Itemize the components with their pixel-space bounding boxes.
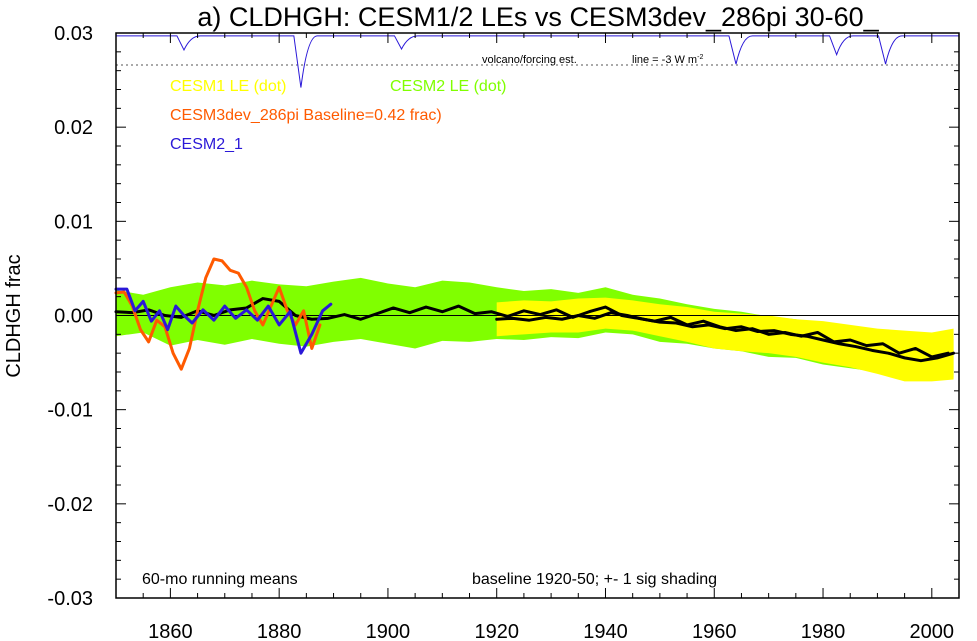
x-tick-label: 1900 (366, 621, 411, 641)
legend-entry-cesm2-1: CESM2_1 (170, 136, 243, 153)
y-tick-label: 0.02 (54, 117, 93, 139)
y-axis-label: CLDHGH frac (3, 254, 25, 377)
x-tick-label: 1940 (583, 621, 628, 641)
x-tick-label: 2000 (910, 621, 955, 641)
y-tick-label: -0.03 (47, 588, 93, 610)
x-tick-label: 1980 (801, 621, 846, 641)
y-tick-label: 0.03 (54, 23, 93, 45)
x-tick-label: 1880 (257, 621, 302, 641)
series-line-cesm1-le-mean (495, 311, 956, 363)
legend-entry-cesm3dev: CESM3dev_286pi Baseline=0.42 frac) (170, 107, 442, 124)
band-cesm1-le (496, 297, 954, 382)
y-tick-label: -0.01 (47, 400, 93, 422)
forcing-line-text: line = -3 W m (632, 54, 697, 66)
running-mean-note: 60-mo running means (142, 571, 298, 588)
legend: CESM1 LE (dot) CESM2 LE (dot) CESM3dev_2… (170, 78, 506, 153)
forcing-line-exponent: -2 (697, 54, 703, 61)
y-tick-label: 0.00 (54, 306, 93, 328)
baseline-note: baseline 1920-50; +- 1 sig shading (472, 571, 717, 588)
legend-entry-cesm2-le: CESM2 LE (dot) (390, 78, 506, 95)
volcano-forcing-line (116, 35, 959, 88)
series-line-cesm3dev-286pi (114, 257, 322, 371)
series-line-cesm2-le-mean (114, 297, 950, 359)
chart-title: a) CLDHGH: CESM1/2 LEs vs CESM3dev_286pi… (197, 2, 879, 32)
x-tick-label: 1920 (474, 621, 519, 641)
y-tick-label: -0.02 (47, 494, 93, 516)
forcing-line-label: line = -3 W m-2 (632, 54, 703, 66)
y-tick-label: 0.01 (54, 211, 93, 233)
legend-entry-cesm1-le: CESM1 LE (dot) (170, 78, 286, 95)
volcano-label: volcano/forcing est. (482, 54, 577, 66)
x-tick-label: 1960 (692, 621, 737, 641)
series-line-cesm2-1 (114, 287, 333, 355)
x-tick-label: 1860 (148, 621, 193, 641)
plot-area: 1860 1880 1900 1920 1940 1960 1980 2000 0.03 0.02… (47, 23, 960, 641)
